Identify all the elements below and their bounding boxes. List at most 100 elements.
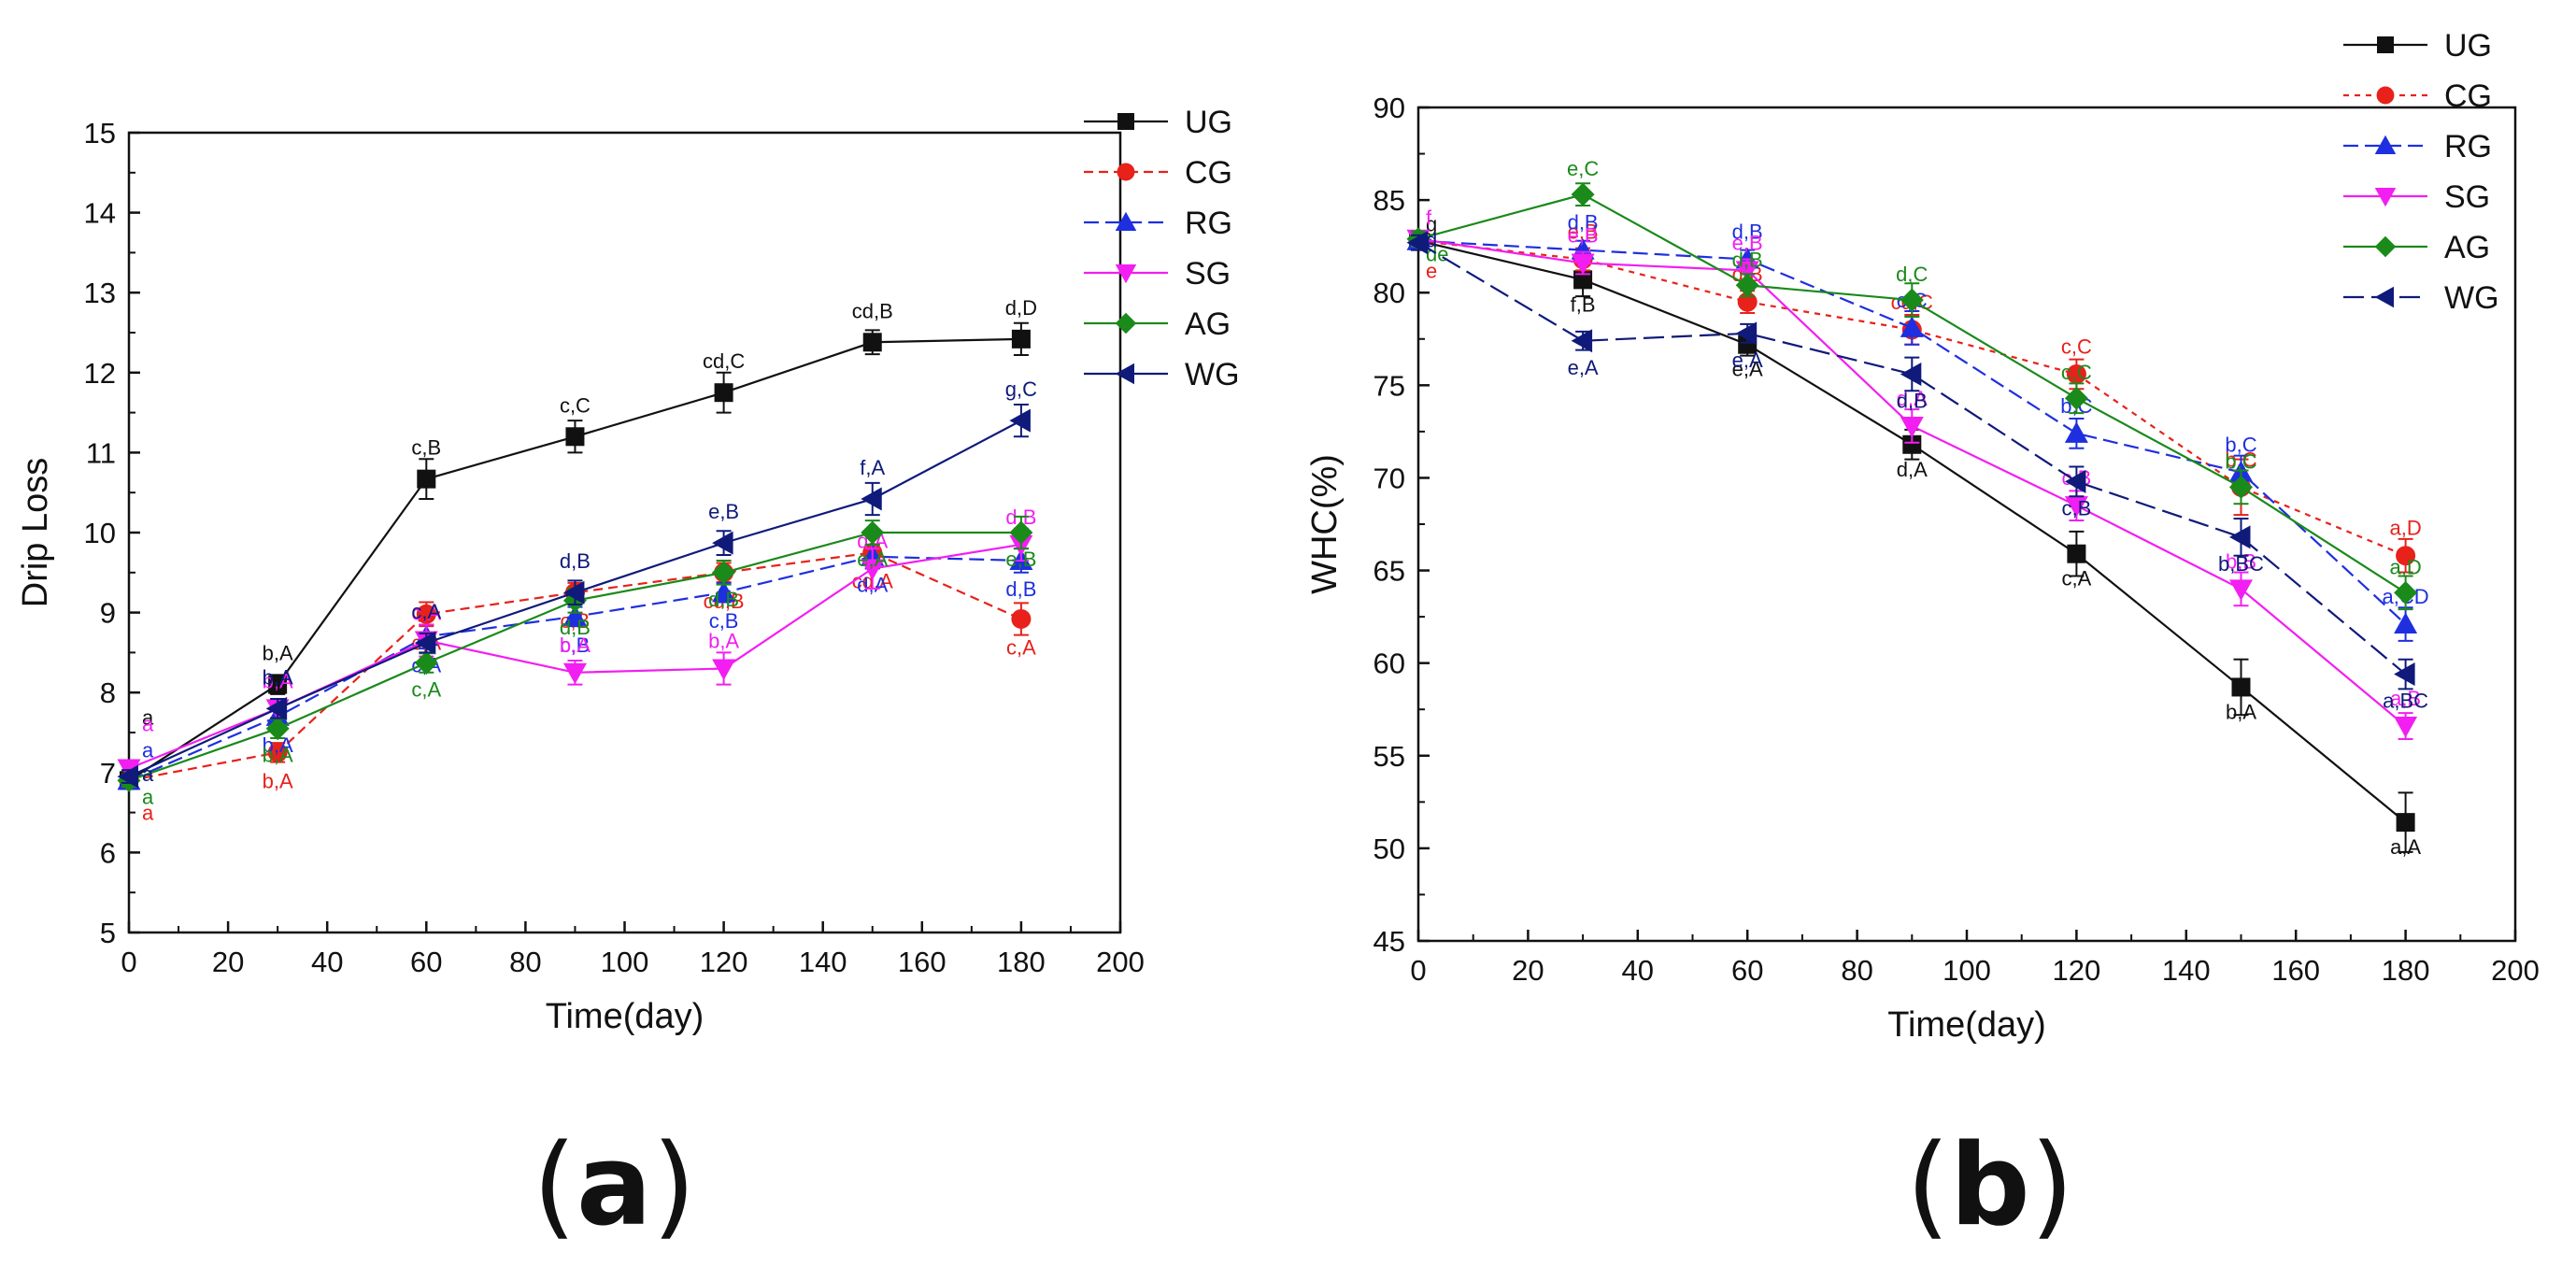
- significance-label: b,C: [2225, 433, 2256, 456]
- y-tick-label: 12: [84, 357, 116, 390]
- data-point-wg: [2229, 525, 2251, 549]
- x-tick-label: 60: [410, 946, 442, 978]
- x-tick-label: 60: [1731, 954, 1763, 987]
- data-point-ug: [2067, 544, 2086, 563]
- data-point-rg: [712, 580, 736, 603]
- data-point-wg: [1900, 362, 1922, 386]
- data-point-ug: [2396, 813, 2415, 833]
- significance-label: d,A: [1897, 458, 1928, 481]
- significance-label: a: [142, 801, 154, 824]
- y-axis-title: WHC(%): [1305, 454, 1345, 594]
- legend-marker: [1115, 312, 1137, 334]
- significance-label: d,C: [1896, 263, 1928, 286]
- y-tick-label: 9: [100, 597, 116, 630]
- significance-label: b,C: [2225, 449, 2256, 473]
- x-tick-label: 120: [2053, 954, 2101, 987]
- data-point-ug: [565, 427, 585, 447]
- significance-label: e,B: [1568, 224, 1599, 248]
- data-point-sg: [2229, 579, 2253, 601]
- y-tick-label: 45: [1373, 925, 1405, 958]
- data-point-wg: [1735, 321, 1758, 346]
- y-tick-label: 75: [1373, 369, 1405, 402]
- significance-label: d,B: [560, 616, 591, 639]
- legend-marker: [2374, 188, 2397, 207]
- legend-marker: [2374, 135, 2397, 154]
- panel-label-a: (a): [533, 1121, 696, 1251]
- significance-label: b,A: [263, 665, 293, 689]
- significance-label: b,A: [263, 669, 293, 692]
- x-tick-label: 200: [2491, 954, 2540, 987]
- data-point-wg: [2394, 662, 2415, 687]
- series-wg: a b,A c,A d,B e,B f,A g,C: [117, 377, 1037, 789]
- significance-label: c,C: [560, 393, 591, 417]
- data-point-ug: [862, 333, 882, 352]
- significance-label: a,D: [2389, 517, 2421, 540]
- x-tick-label: 160: [2271, 954, 2320, 987]
- legend-marker: [2374, 286, 2394, 308]
- x-tick-label: 0: [121, 946, 136, 978]
- significance-label: b,A: [560, 633, 591, 657]
- data-point-ag: [414, 651, 438, 676]
- significance-label: f,A: [860, 456, 885, 479]
- significance-label: cd,B: [852, 299, 893, 322]
- significance-label: b,A: [263, 642, 293, 665]
- significance-label: a,D: [2389, 555, 2421, 578]
- data-point-rg: [562, 605, 587, 626]
- legend-label: CG: [1185, 155, 1232, 191]
- data-point-wg: [117, 764, 138, 789]
- legend-label: SG: [2444, 179, 2490, 215]
- data-point-wg: [414, 631, 436, 655]
- data-point-sg: [1900, 416, 1924, 438]
- data-point-cg: [2066, 363, 2086, 384]
- y-tick-label: 90: [1373, 92, 1405, 124]
- data-point-sg: [1735, 261, 1759, 282]
- data-point-sg: [861, 559, 885, 581]
- significance-label: b,A: [2226, 700, 2256, 723]
- significance-label: b,A: [263, 744, 293, 767]
- significance-label: a: [142, 785, 154, 808]
- x-tick-label: 140: [799, 946, 847, 978]
- significance-label: c,C: [2061, 334, 2092, 358]
- y-tick-label: 65: [1373, 555, 1405, 588]
- significance-label: f: [1426, 206, 1432, 230]
- y-tick-label: 70: [1373, 462, 1405, 494]
- significance-label: c,A: [1006, 635, 1036, 659]
- significance-label: e,A: [857, 548, 888, 571]
- data-point-wg: [1009, 408, 1031, 433]
- data-point-wg: [1571, 329, 1593, 353]
- significance-label: c,C: [2061, 361, 2092, 384]
- significance-label: c,B: [411, 436, 441, 460]
- significance-label: e,A: [1732, 358, 1763, 381]
- y-tick-label: 7: [100, 757, 116, 790]
- data-point-ag: [2394, 580, 2418, 605]
- x-tick-label: 140: [2162, 954, 2211, 987]
- significance-label: c,A: [2062, 567, 2092, 591]
- legend-label: AG: [1185, 306, 1231, 342]
- data-point-ug: [714, 383, 733, 403]
- panel-label-b: (b): [1906, 1121, 2074, 1251]
- data-point-ag: [1571, 182, 1595, 206]
- significance-label: a: [142, 705, 154, 729]
- data-point-rg: [2064, 421, 2088, 443]
- y-tick-label: 50: [1373, 833, 1405, 865]
- y-tick-label: 60: [1373, 648, 1405, 680]
- legend-marker: [1117, 163, 1135, 181]
- significance-label: a,B: [2390, 687, 2421, 710]
- y-tick-label: 10: [84, 517, 116, 549]
- x-tick-label: 40: [1622, 954, 1654, 987]
- significance-label: a,BC: [2383, 690, 2428, 713]
- legend-marker: [2376, 86, 2395, 105]
- significance-label: e,C: [1567, 157, 1599, 180]
- significance-label: d: [1426, 229, 1437, 252]
- data-point-sg: [2394, 717, 2418, 738]
- significance-label: e,B: [1732, 231, 1763, 254]
- significance-label: a: [142, 738, 154, 761]
- x-tick-label: 100: [1943, 954, 1991, 987]
- data-point-wg: [2064, 469, 2086, 493]
- significance-label: e: [1426, 260, 1437, 283]
- significance-label: c,B: [709, 609, 739, 633]
- whc-chart: 0 20 40 60 80 100 120 140 160 180 200 45 50 55 60 65 70 7…: [1305, 28, 2540, 1045]
- x-axis-title: Time(day): [1887, 1005, 2046, 1045]
- significance-label: de: [1426, 243, 1448, 266]
- y-tick-label: 15: [84, 117, 116, 149]
